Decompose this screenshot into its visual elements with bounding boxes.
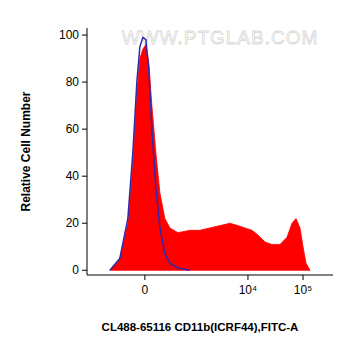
x-tick-label: 0 (142, 283, 149, 297)
x-tick (247, 275, 248, 280)
x-tick (144, 275, 145, 280)
y-tick-label: 0 (72, 263, 79, 277)
y-tick (82, 270, 87, 271)
x-axis (87, 275, 333, 276)
y-tick-label: 20 (66, 216, 80, 230)
plot-area (110, 37, 310, 270)
y-tick (82, 35, 87, 36)
y-tick-label: 40 (66, 169, 80, 183)
watermark: WWW.PTGLAB.COM (122, 27, 319, 48)
x-tick (303, 275, 304, 280)
y-tick (82, 223, 87, 224)
y-tick (82, 176, 87, 177)
y-axis (87, 28, 88, 275)
y-tick (82, 82, 87, 83)
x-tick-label: 10⁴ (239, 283, 258, 297)
area (110, 44, 310, 270)
y-tick-label: 80 (66, 75, 80, 89)
line (110, 37, 190, 270)
y-tick-label: 100 (59, 28, 79, 42)
y-tick-label: 60 (66, 122, 80, 136)
x-axis-title: CL488-65116 CD11b(ICRF44),FITC-A (102, 321, 299, 333)
y-tick (82, 129, 87, 130)
x-tick-label: 10⁵ (294, 283, 312, 297)
chart: WWW.PTGLAB.COM 0 20 40 60 80 100 0 10⁴ 10⁵ CL488-6… (0, 0, 361, 356)
y-axis-title: Relative Cell Number (19, 91, 33, 211)
